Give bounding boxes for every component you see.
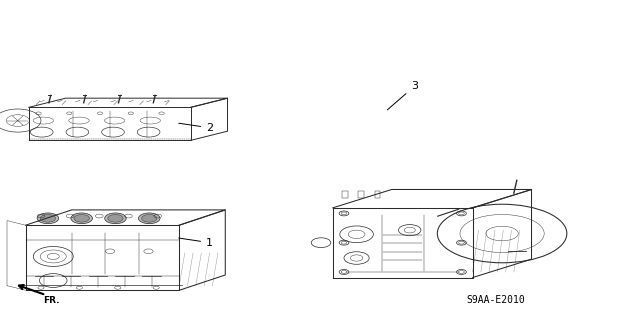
Ellipse shape <box>105 213 126 224</box>
Ellipse shape <box>108 214 123 222</box>
Bar <box>342 191 348 198</box>
Ellipse shape <box>141 214 157 222</box>
Text: 2: 2 <box>179 123 213 133</box>
Ellipse shape <box>138 213 160 224</box>
Bar <box>374 191 381 198</box>
Bar <box>358 191 364 198</box>
Ellipse shape <box>74 214 90 222</box>
Ellipse shape <box>40 214 56 222</box>
Text: S9AA-E2010: S9AA-E2010 <box>467 295 525 305</box>
Text: FR.: FR. <box>44 296 60 305</box>
Ellipse shape <box>37 213 59 224</box>
Text: 3: 3 <box>387 81 418 110</box>
Ellipse shape <box>71 213 92 224</box>
Text: 1: 1 <box>179 238 213 248</box>
